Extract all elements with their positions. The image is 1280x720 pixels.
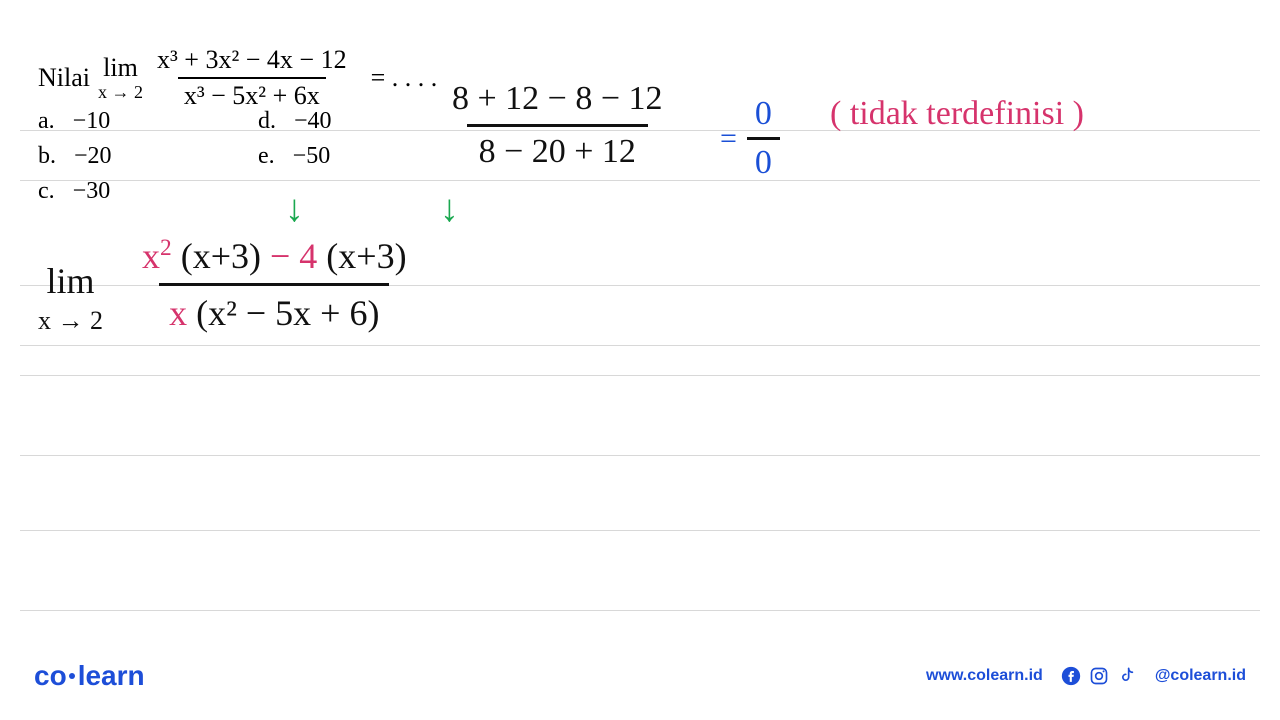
rule-line [20, 375, 1260, 376]
work-lim-approach: x → 2 [38, 306, 103, 336]
problem-equals: = . . . . [371, 63, 438, 93]
limit-operator: lim x → 2 [98, 55, 143, 101]
factor-minus4: − 4 [261, 236, 317, 276]
problem-fraction: x³ + 3x² − 4x − 12 x³ − 5x² + 6x [151, 45, 353, 111]
problem-numerator: x³ + 3x² − 4x − 12 [151, 45, 353, 77]
footer-right: www.colearn.id @colearn.id [926, 666, 1246, 686]
footer-url: www.colearn.id [926, 667, 1043, 685]
option-b: b. −20 [38, 143, 258, 170]
factor-group-1: (x+3) [172, 236, 261, 276]
work-lim-text: lim [46, 260, 94, 302]
problem-denominator: x³ − 5x² + 6x [178, 77, 326, 111]
rule-line [20, 530, 1260, 531]
social-icons [1061, 666, 1137, 686]
equals-sign: = [720, 122, 737, 156]
factor-den-rest: (x² − 5x + 6) [187, 293, 379, 333]
work-denominator: x (x² − 5x + 6) [159, 283, 389, 334]
work-fraction: x2 (x+3) − 4 (x+3) x (x² − 5x + 6) [132, 235, 417, 334]
factor-xsq: x2 [142, 236, 172, 276]
lim-approach: x → 2 [98, 83, 143, 101]
facebook-icon [1061, 666, 1081, 686]
footer-bar: colearn www.colearn.id @colearn.id [0, 660, 1280, 692]
option-e: e. −50 [258, 143, 330, 170]
sub-numerator: 8 + 12 − 8 − 12 [440, 80, 675, 124]
undefined-note: ( tidak terdefinisi ) [830, 95, 1084, 133]
sub-denominator: 8 − 20 + 12 [467, 124, 648, 171]
logo-learn: learn [78, 660, 145, 691]
footer-handle: @colearn.id [1155, 667, 1246, 685]
rule-line [20, 610, 1260, 611]
factoring-work: lim x → 2 x2 (x+3) − 4 (x+3) x (x² − 5x … [38, 235, 417, 336]
zero-fraction: 0 0 [747, 95, 780, 182]
rule-line [20, 345, 1260, 346]
problem-prefix: Nilai [38, 63, 90, 93]
factor-den-x: x [169, 293, 187, 333]
zero-over-zero-result: = 0 0 [720, 95, 780, 182]
logo-co: co [34, 660, 67, 691]
arrow-down-icon: ↓ [440, 188, 459, 231]
brand-logo: colearn [34, 660, 145, 692]
zero-num: 0 [747, 95, 780, 137]
substitution-work: 8 + 12 − 8 − 12 8 − 20 + 12 [440, 80, 675, 171]
zero-den: 0 [747, 137, 780, 182]
option-d: d. −40 [258, 108, 332, 135]
work-limit-operator: lim x → 2 [38, 260, 103, 336]
arrow-down-icon: ↓ [285, 188, 304, 231]
tiktok-icon [1117, 666, 1137, 686]
option-c: c. −30 [38, 178, 258, 205]
lim-text: lim [103, 55, 138, 81]
instagram-icon [1089, 666, 1109, 686]
work-numerator: x2 (x+3) − 4 (x+3) [132, 235, 417, 283]
factor-group-2: (x+3) [317, 236, 406, 276]
problem-statement: Nilai lim x → 2 x³ + 3x² − 4x − 12 x³ − … [38, 45, 437, 111]
option-a: a. −10 [38, 108, 258, 135]
logo-dot-icon [69, 673, 75, 679]
rule-line [20, 455, 1260, 456]
